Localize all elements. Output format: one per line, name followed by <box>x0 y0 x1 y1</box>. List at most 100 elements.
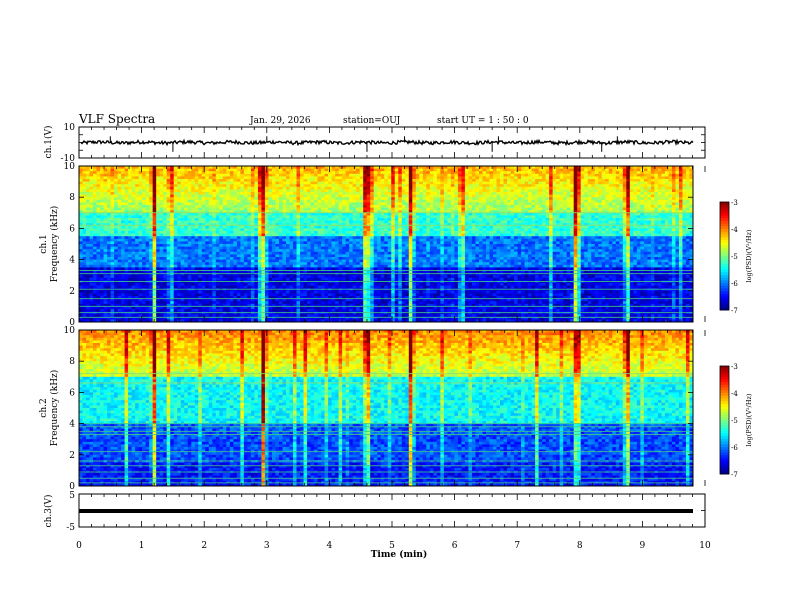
spectrogram-cell <box>184 226 188 229</box>
spectrogram-cell <box>156 234 160 237</box>
spectrogram-cell <box>93 293 97 296</box>
spectrogram-cell <box>184 218 188 221</box>
spectrogram-cell <box>156 239 160 242</box>
spectrogram-cell <box>142 309 146 312</box>
spectrogram-cell <box>146 244 150 247</box>
spectrogram-cell <box>153 208 157 211</box>
spectrogram-cell <box>174 278 178 281</box>
spectrogram-cell <box>135 184 139 187</box>
spectrogram-cell <box>170 231 174 234</box>
spectrogram-cell <box>188 265 192 268</box>
spectrogram-cell <box>163 283 167 286</box>
spectrogram-cell <box>107 291 111 294</box>
spectrogram-cell <box>93 239 97 242</box>
spectrogram-cell <box>128 202 132 205</box>
spectrogram-cell <box>114 239 118 242</box>
spectrogram-cell <box>188 244 192 247</box>
spectrogram-cell <box>97 174 101 177</box>
spectrogram-cell <box>90 231 94 234</box>
spectrogram-cell <box>107 184 111 187</box>
spectrogram-cell <box>90 208 94 211</box>
spectrogram-cell <box>104 267 108 270</box>
spectrogram-cell <box>83 252 87 255</box>
spectrogram-cell <box>184 202 188 205</box>
spectrogram-cell <box>177 244 181 247</box>
spectrogram-cell <box>142 244 146 247</box>
spectrogram-cell <box>79 176 83 179</box>
spectrogram-cell <box>153 215 157 218</box>
spectrogram-cell <box>167 247 171 250</box>
spectrogram-cell <box>125 267 129 270</box>
spectrogram-cell <box>153 226 157 229</box>
spectrogram-cell <box>167 254 171 257</box>
spectrogram-cell <box>83 267 87 270</box>
spectrogram-cell <box>83 254 87 257</box>
spectrogram-cell <box>188 171 192 174</box>
spectrogram-cell <box>146 184 150 187</box>
spectrogram-cell <box>111 234 115 237</box>
spectrogram-cell <box>90 234 94 237</box>
spectrogram-cell <box>167 202 171 205</box>
spectrogram-cell <box>111 192 115 195</box>
spectrogram-cell <box>135 265 139 268</box>
spectrogram-cell <box>114 267 118 270</box>
spectrogram-cell <box>177 291 181 294</box>
spectrogram-cell <box>114 176 118 179</box>
spectrogram-cell <box>149 221 153 224</box>
spectrogram-cell <box>79 252 83 255</box>
spectrogram-cell <box>170 244 174 247</box>
spectrogram-cell <box>104 174 108 177</box>
spectrogram-cell <box>79 228 83 231</box>
spectrogram-cell <box>184 283 188 286</box>
spectrogram-cell <box>97 182 101 185</box>
spectrogram-cell <box>184 265 188 268</box>
spectrogram-cell <box>107 228 111 231</box>
spectrogram-cell <box>128 262 132 265</box>
spectrogram-cell <box>97 195 101 198</box>
spectrogram-cell <box>114 291 118 294</box>
spectrogram-cell <box>128 184 132 187</box>
spectrogram-cell <box>188 182 192 185</box>
spectrogram-cell <box>86 314 90 317</box>
spectrogram-cell <box>156 205 160 208</box>
spectrogram-cell <box>184 249 188 252</box>
spectrogram-cell <box>181 309 185 312</box>
spectrogram-cell <box>184 278 188 281</box>
spectrogram-cell <box>167 184 171 187</box>
spectrogram-cell <box>86 262 90 265</box>
spectrogram-cell <box>104 260 108 263</box>
spectrogram-cell <box>111 200 115 203</box>
spectrogram-cell <box>142 174 146 177</box>
spectrogram-cell <box>79 249 83 252</box>
spectrogram-cell <box>114 184 118 187</box>
spectrogram-cell <box>149 249 153 252</box>
spectrogram-cell <box>139 234 143 237</box>
spectrogram-cell <box>188 195 192 198</box>
spectrogram-cell <box>167 267 171 270</box>
spectrogram-cell <box>79 260 83 263</box>
spectrogram-cell <box>170 221 174 224</box>
spectrogram-cell <box>163 275 167 278</box>
spectrogram-cell <box>83 176 87 179</box>
spectrogram-cell <box>188 257 192 260</box>
spectrogram-cell <box>104 176 108 179</box>
spectrogram-cell <box>128 275 132 278</box>
spectrogram-cell <box>174 249 178 252</box>
spectrogram-cell <box>100 314 104 317</box>
spectrogram-cell <box>104 314 108 317</box>
spectrogram-cell <box>149 179 153 182</box>
spectrogram-cell <box>104 309 108 312</box>
spectrogram-cell <box>125 286 129 289</box>
spectrogram-cell <box>93 174 97 177</box>
spectrogram-cell <box>107 234 111 237</box>
spectrogram-cell <box>132 249 136 252</box>
spectrogram-cell <box>135 174 139 177</box>
spectrogram-cell <box>86 226 90 229</box>
spectrogram-cell <box>177 192 181 195</box>
spectrogram-cell <box>170 200 174 203</box>
spectrogram-cell <box>125 215 129 218</box>
spectrogram-cell <box>107 179 111 182</box>
spectrogram-cell <box>83 283 87 286</box>
spectrogram-cell <box>156 236 160 239</box>
spectrogram-cell <box>142 301 146 304</box>
